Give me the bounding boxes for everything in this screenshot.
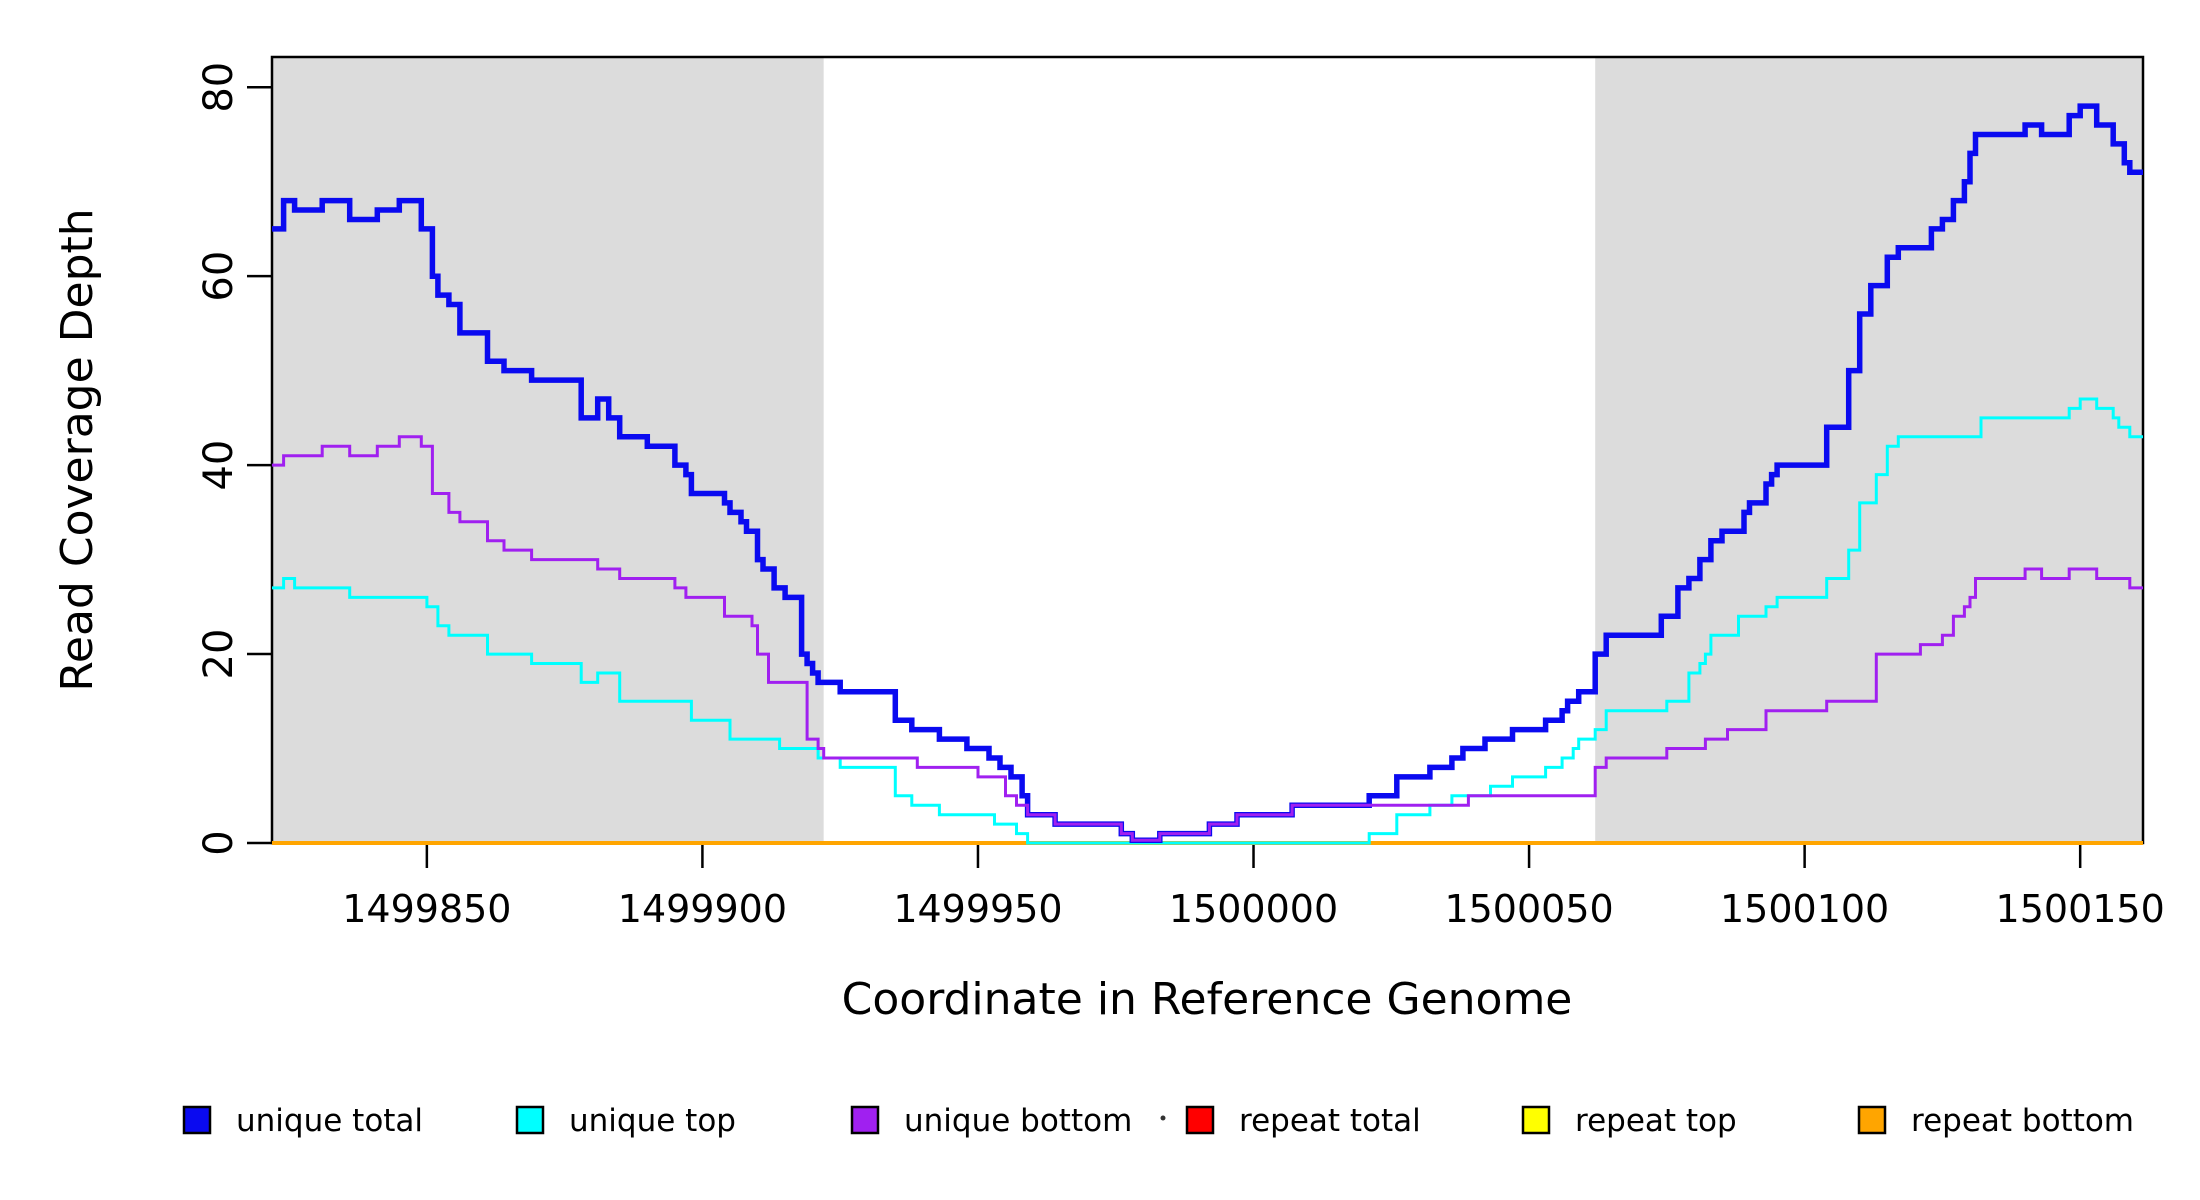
- y-tick-label: 40: [196, 440, 242, 491]
- series-layer: [272, 103, 2143, 845]
- x-tick-label: 1500100: [1720, 887, 1889, 931]
- shaded-regions-layer: [272, 57, 2143, 843]
- y-tick-label: 20: [196, 629, 242, 680]
- legend-item-unique-total: unique total: [182, 1103, 423, 1139]
- legend-item-repeat-top: repeat top: [1521, 1103, 1737, 1139]
- legend-swatch: [1857, 1105, 1887, 1135]
- x-tick-label: 1500150: [1996, 887, 2165, 931]
- axes-layer: 1499850 1499900 1499950 1500000 1500050 15001…: [196, 55, 2165, 931]
- legend-label: unique bottom: [904, 1103, 1132, 1139]
- legend-item-repeat-total: repeat total: [1185, 1103, 1421, 1139]
- legend-label: unique top: [569, 1103, 736, 1139]
- x-tick-label: 1499900: [618, 887, 787, 931]
- x-tick-label: 1499950: [893, 887, 1062, 931]
- annotations-layer: [1160, 1115, 1166, 1121]
- y-axis-title: Read Coverage Depth: [52, 208, 103, 691]
- legend-swatch: [515, 1105, 545, 1135]
- legend-swatch: [1521, 1105, 1551, 1135]
- legend-swatch: [1185, 1105, 1215, 1135]
- legend-swatch: [850, 1105, 880, 1135]
- legend-item-repeat-bottom: repeat bottom: [1857, 1103, 2134, 1139]
- y-tick-label: 80: [196, 62, 242, 113]
- x-tick-label: 1500050: [1444, 887, 1613, 931]
- legend-label: repeat bottom: [1911, 1103, 2134, 1139]
- stray-dot: [1160, 1115, 1166, 1121]
- shaded-region: [272, 57, 824, 843]
- y-tick-label: 60: [196, 251, 242, 302]
- legend-item-unique-bottom: unique bottom: [850, 1103, 1132, 1139]
- legend-label: repeat top: [1575, 1103, 1737, 1139]
- x-axis-title: Coordinate in Reference Genome: [842, 974, 1573, 1025]
- legend-label: unique total: [236, 1103, 423, 1139]
- legend: unique total unique top unique bottom repea…: [182, 1103, 2134, 1139]
- y-tick-label: 0: [196, 830, 242, 855]
- legend-swatch: [182, 1105, 212, 1135]
- series-unique-bottom: [272, 435, 2143, 842]
- x-tick-label: 1499850: [342, 887, 511, 931]
- legend-label: repeat total: [1239, 1103, 1421, 1139]
- series-unique-top: [272, 397, 2143, 845]
- legend-item-unique-top: unique top: [515, 1103, 736, 1139]
- shaded-region: [1595, 57, 2143, 843]
- x-tick-label: 1500000: [1169, 887, 1338, 931]
